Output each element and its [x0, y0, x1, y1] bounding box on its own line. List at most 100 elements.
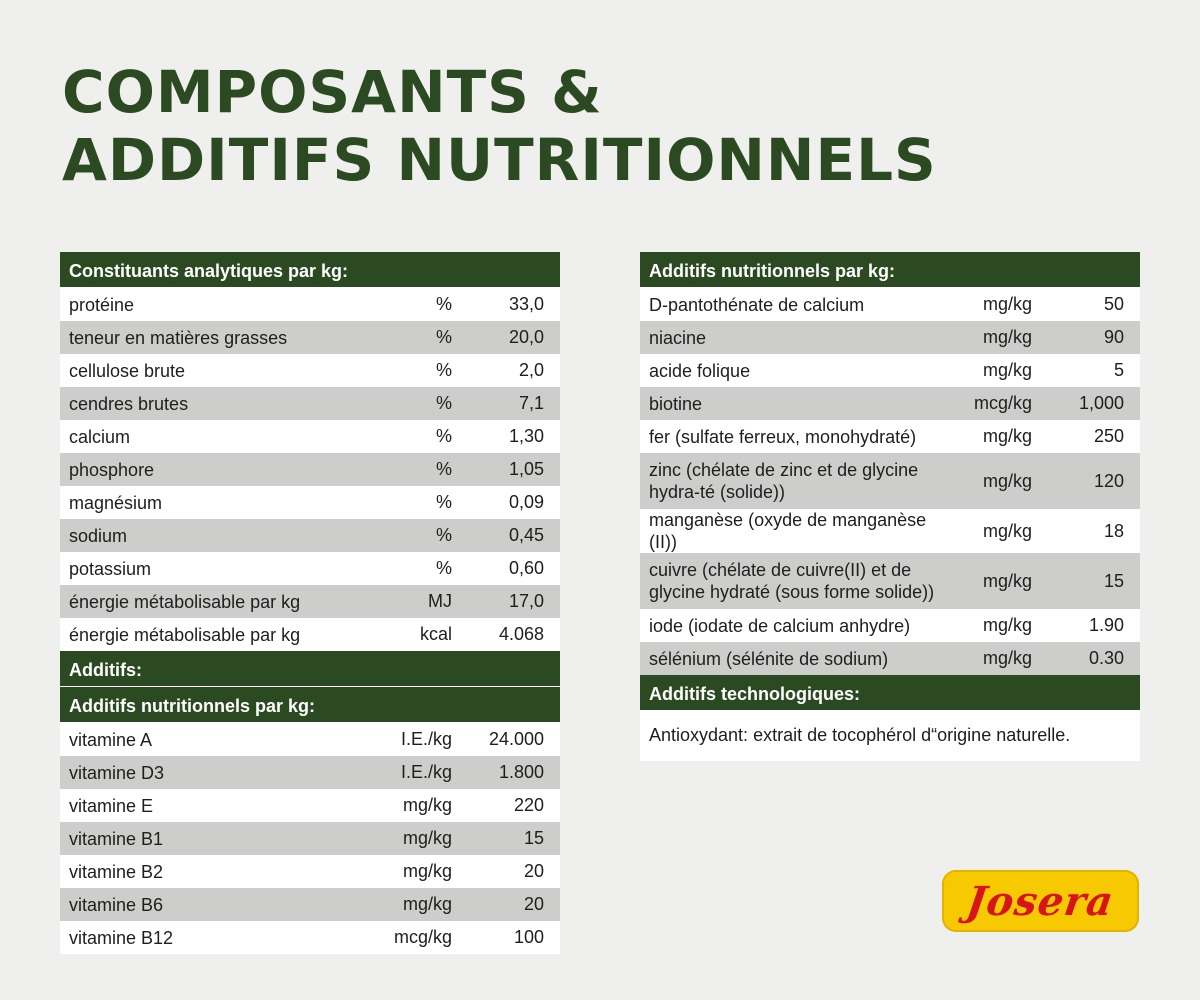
row-unit: mg/kg	[982, 426, 1032, 446]
row-name: vitamine B1	[69, 828, 164, 849]
row-value: 100	[513, 927, 544, 947]
row-name: cendres brutes	[69, 393, 189, 414]
row-value: 7,1	[518, 393, 544, 413]
row-value: 20	[523, 861, 544, 881]
row-unit: %	[435, 525, 452, 545]
row-name: acide folique	[649, 360, 751, 381]
row-name: vitamine B6	[69, 894, 164, 915]
row-unit: %	[435, 492, 452, 512]
row-unit: MJ	[428, 591, 452, 611]
row-name: vitamine B2	[69, 861, 164, 882]
row-value: 0.30	[1088, 648, 1124, 668]
table-row: acide folique mg/kg 5	[640, 354, 1140, 387]
technological-additives-header: Additifs technologiques:	[640, 675, 1140, 711]
row-value: 90	[1103, 327, 1124, 347]
row-name: vitamine A	[69, 729, 153, 750]
title-line-2: ADDITIFS NUTRITIONNELS	[62, 126, 937, 194]
table-row: teneur en matières grasses% 20,0	[60, 321, 560, 354]
table-row: vitamine B2 mg/kg 20	[60, 855, 560, 888]
row-value: 33,0	[508, 294, 544, 314]
row-value: 1,30	[508, 426, 544, 446]
row-unit: %	[435, 459, 452, 479]
table-row: potassium% 0,60	[60, 552, 560, 585]
table-row: niacine mg/kg 90	[640, 321, 1140, 354]
row-unit: mg/kg	[982, 615, 1032, 635]
table-row: D-pantothénate de calcium mg/kg 50	[640, 288, 1140, 321]
table-row: vitamine B6 mg/kg 20	[60, 888, 560, 921]
row-unit: mg/kg	[402, 828, 452, 848]
row-name: vitamine B12	[69, 927, 174, 948]
row-name: magnésium	[69, 492, 163, 513]
table-row: cendres brutes% 7,1	[60, 387, 560, 420]
row-value: 20,0	[508, 327, 544, 347]
row-name: sodium	[69, 525, 128, 546]
row-name: vitamine D3	[69, 762, 165, 783]
row-unit: I.E./kg	[400, 729, 452, 749]
title-line-1: COMPOSANTS &	[62, 58, 603, 126]
row-name: protéine	[69, 294, 135, 315]
row-unit: kcal	[419, 624, 452, 644]
row-name: cuivre (chélate de cuivre(II) et de glyc…	[649, 560, 935, 602]
table-row: cellulose brute% 2,0	[60, 354, 560, 387]
row-unit: %	[435, 294, 452, 314]
page-title: COMPOSANTS & ADDITIFS NUTRITIONNELS	[62, 58, 937, 194]
row-unit: I.E./kg	[400, 762, 452, 782]
table-row: magnésium% 0,09	[60, 486, 560, 519]
table-row: iode (iodate de calcium anhydre) mg/kg 1.9…	[640, 609, 1140, 642]
row-value: 0,09	[508, 492, 544, 512]
row-name: iode (iodate de calcium anhydre)	[649, 615, 911, 636]
row-name: calcium	[69, 426, 131, 447]
row-unit: mg/kg	[982, 570, 1032, 591]
table-row: vitamine E mg/kg 220	[60, 789, 560, 822]
row-name: potassium	[69, 558, 152, 579]
row-value: 1,05	[508, 459, 544, 479]
row-value: 50	[1103, 294, 1124, 314]
row-unit: %	[435, 360, 452, 380]
row-value: 1.800	[498, 762, 544, 782]
table-row: sélénium (sélénite de sodium) mg/kg 0.30	[640, 642, 1140, 675]
row-value: 250	[1093, 426, 1124, 446]
table-row: zinc (chélate de zinc et de glycine hydr…	[640, 453, 1140, 509]
additives-header: Additifs:	[60, 651, 560, 687]
row-name: cellulose brute	[69, 360, 186, 381]
table-row: vitamine B1 mg/kg 15	[60, 822, 560, 855]
table-row: énergie métabolisable par kg kcal 4.068	[60, 618, 560, 651]
row-unit: mg/kg	[402, 894, 452, 914]
row-value: 4.068	[498, 624, 544, 644]
row-name: vitamine E	[69, 795, 154, 816]
left-table-panel: Constituants analytiques par kg: protéin…	[60, 252, 560, 954]
row-unit: mg/kg	[982, 327, 1032, 347]
row-unit: mg/kg	[402, 795, 452, 815]
row-name: fer (sulfate ferreux, monohydraté)	[649, 426, 917, 447]
trace-elements-table: D-pantothénate de calcium mg/kg 50 niacine m…	[640, 288, 1140, 675]
table-row: sodium% 0,45	[60, 519, 560, 552]
right-table-panel: Additifs nutritionnels par kg: D-pantoth…	[640, 252, 1140, 761]
row-name: niacine	[649, 327, 707, 348]
row-value: 120	[1093, 470, 1124, 491]
row-value: 15	[523, 828, 544, 848]
row-value: 0,45	[508, 525, 544, 545]
row-value: 15	[1103, 570, 1124, 591]
table-row: phosphore% 1,05	[60, 453, 560, 486]
row-unit: mg/kg	[982, 360, 1032, 380]
table-row: vitamine B12 mcg/kg 100	[60, 921, 560, 954]
row-name: zinc (chélate de zinc et de glycine hydr…	[649, 460, 919, 502]
josera-logo: Josera	[942, 870, 1139, 932]
table-row: biotine mcg/kg 1,000	[640, 387, 1140, 420]
row-unit: mcg/kg	[393, 927, 452, 947]
row-unit: mg/kg	[982, 470, 1032, 491]
row-unit: %	[435, 426, 452, 446]
row-value: 5	[1113, 360, 1124, 380]
row-unit: mg/kg	[402, 861, 452, 881]
row-name: énergie métabolisable par kg	[69, 591, 301, 612]
logo-text: Josera	[963, 877, 1118, 925]
row-unit: mg/kg	[982, 294, 1032, 314]
table-row: manganèse (oxyde de manganèse (II)) mg/kg…	[640, 509, 1140, 553]
table-row: énergie métabolisable par kg MJ 17,0	[60, 585, 560, 618]
row-value: 2,0	[518, 360, 544, 380]
row-name: sélénium (sélénite de sodium)	[649, 648, 889, 669]
row-name: teneur en matières grasses	[69, 327, 288, 348]
row-value: 1.90	[1088, 615, 1124, 635]
table-row: cuivre (chélate de cuivre(II) et de glyc…	[640, 553, 1140, 609]
technological-additives-note: Antioxydant: extrait de tocophérol d“ori…	[640, 711, 1140, 761]
